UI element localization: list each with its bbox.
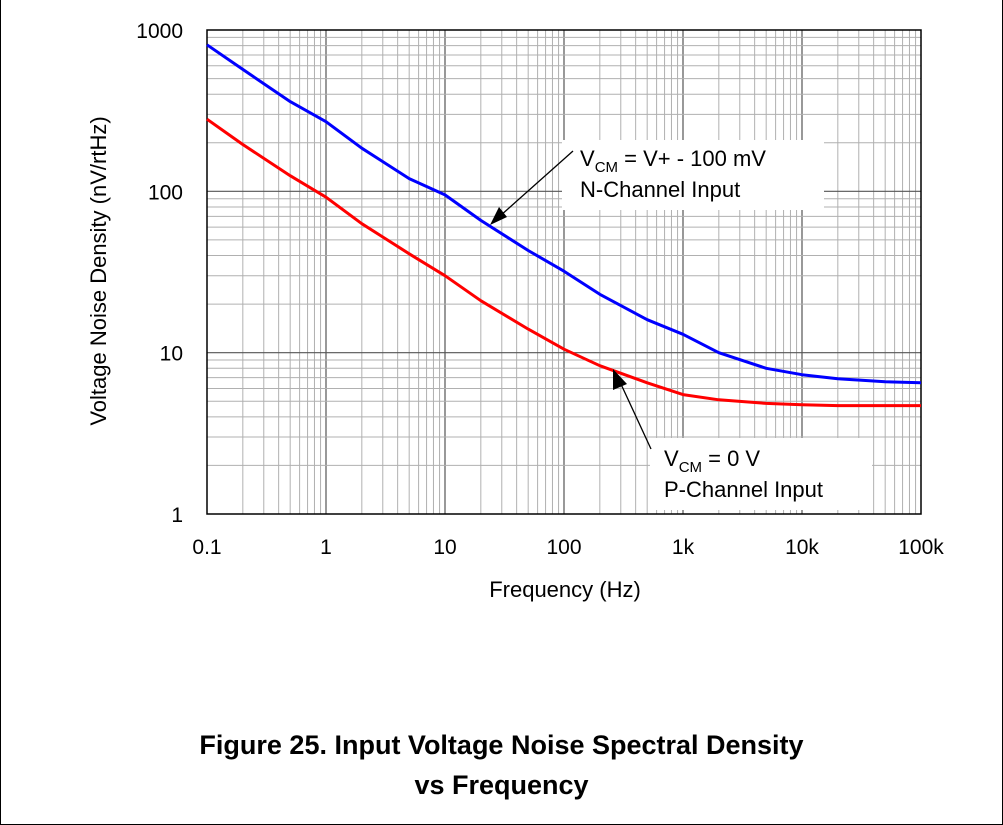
x-tick-label: 100 — [546, 536, 581, 559]
n-channel-label-line1: VCM = V+ - 100 mV — [580, 146, 766, 176]
x-axis-title: Frequency (Hz) — [489, 577, 641, 602]
y-tick-label: 1 — [171, 504, 183, 527]
figure-caption-line2: vs Frequency — [414, 770, 589, 800]
x-tick-label: 0.1 — [192, 536, 221, 559]
p-channel-arrow — [613, 369, 652, 450]
x-tick-label: 100k — [898, 536, 944, 559]
series-layer — [206, 43, 922, 408]
y-tick-label: 100 — [148, 181, 183, 204]
n-channel-series-line — [206, 43, 922, 385]
x-tick-label: 1k — [672, 536, 695, 559]
y-tick-label: 1000 — [136, 20, 183, 43]
p-channel-label-line1: VCM = 0 V — [664, 446, 760, 476]
x-tick-label: 10k — [785, 536, 819, 559]
n-channel-label-bg — [562, 140, 824, 210]
x-tick-labels: 0.1 1 10 100 1k 10k 100k — [192, 536, 944, 559]
n-channel-arrow — [490, 150, 574, 225]
n-channel-label-line2: N-Channel Input — [580, 177, 740, 202]
x-tick-label: 1 — [320, 536, 332, 559]
figure-caption-line1: Figure 25. Input Voltage Noise Spectral … — [199, 730, 804, 760]
y-tick-labels: 1 10 100 1000 — [136, 20, 183, 527]
p-channel-label-bg — [650, 438, 872, 510]
x-tick-label: 10 — [433, 536, 456, 559]
y-tick-label: 10 — [160, 343, 183, 366]
plot-grid — [207, 30, 921, 514]
y-axis-title: Voltage Noise Density (nV/rtHz) — [86, 116, 111, 425]
p-channel-label-line2: P-Channel Input — [664, 477, 823, 502]
p-channel-series-line — [206, 117, 921, 408]
plot-border — [206, 29, 922, 515]
